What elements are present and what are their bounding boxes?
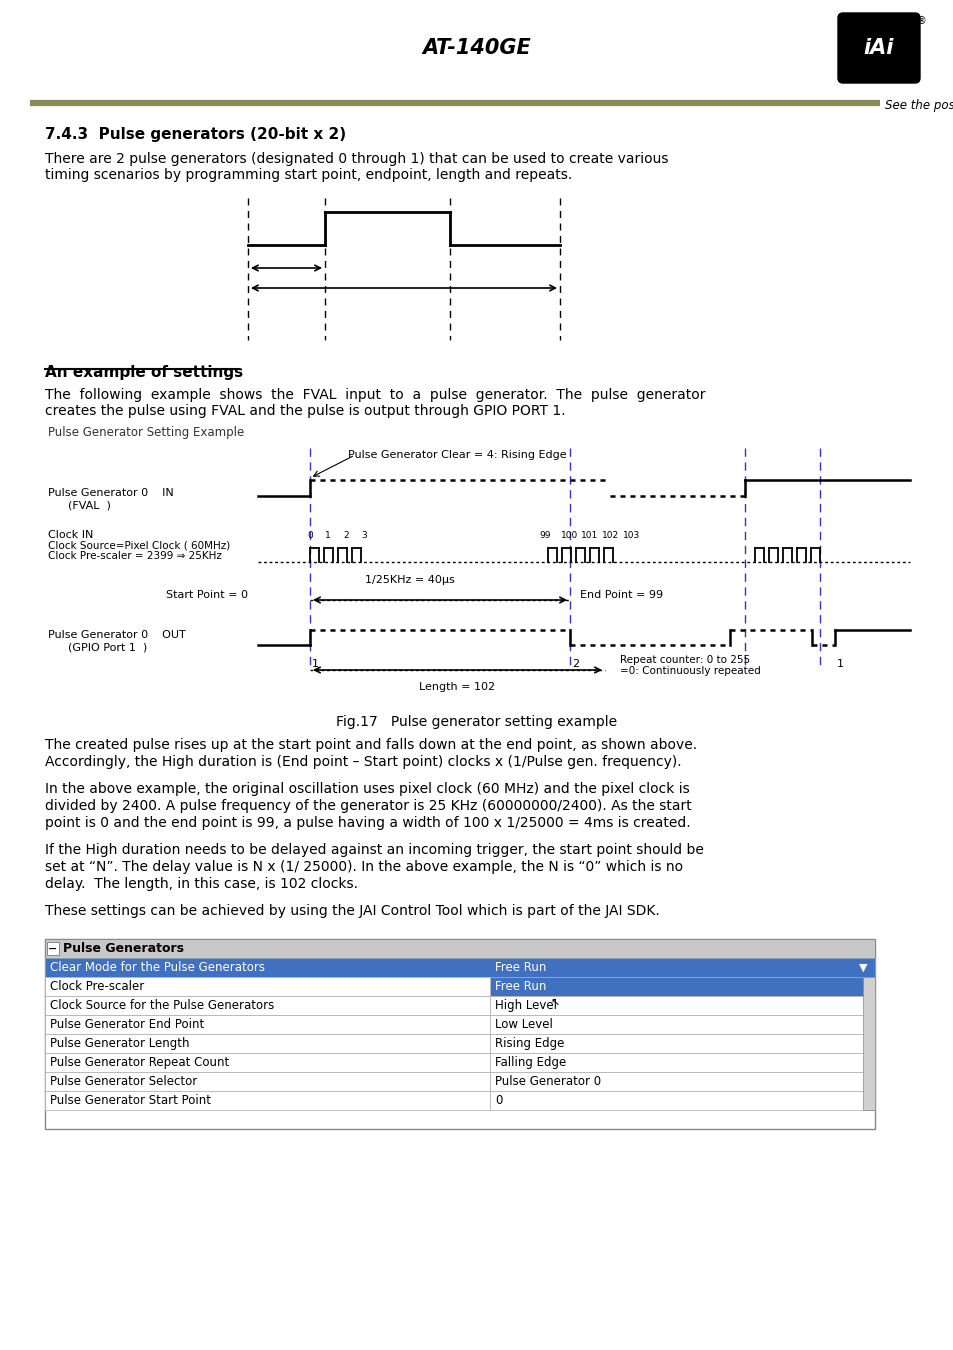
Bar — [490, 1053, 874, 1072]
Text: An example of settings: An example of settings — [45, 364, 243, 379]
Text: Pulse Generator Start Point: Pulse Generator Start Point — [50, 1094, 211, 1107]
Text: 7.4.3  Pulse generators (20-bit x 2): 7.4.3 Pulse generators (20-bit x 2) — [45, 127, 346, 142]
Text: Accordingly, the High duration is (End point – Start point) clocks x (1/Pulse ge: Accordingly, the High duration is (End p… — [45, 755, 680, 770]
Text: 3: 3 — [361, 531, 367, 540]
Text: 2: 2 — [343, 531, 349, 540]
Text: Clock IN: Clock IN — [48, 531, 93, 540]
Text: Pulse Generator 0: Pulse Generator 0 — [495, 1075, 600, 1088]
Text: There are 2 pulse generators (designated 0 through 1) that can be used to create: There are 2 pulse generators (designated… — [45, 153, 668, 166]
Text: 2: 2 — [572, 659, 578, 670]
Text: End Point = 99: End Point = 99 — [579, 590, 662, 599]
Text: =0: Continuously repeated: =0: Continuously repeated — [619, 666, 760, 676]
Text: set at “N”. The delay value is N x (1/ 25000). In the above example, the N is “0: set at “N”. The delay value is N x (1/ 2… — [45, 860, 682, 873]
Bar — [862, 977, 874, 1110]
Text: timing scenarios by programming start point, endpoint, length and repeats.: timing scenarios by programming start po… — [45, 167, 572, 182]
Text: Clock Pre-scaler: Clock Pre-scaler — [50, 980, 144, 994]
Text: delay.  The length, in this case, is 102 clocks.: delay. The length, in this case, is 102 … — [45, 878, 357, 891]
Bar — [45, 958, 874, 977]
Text: If the High duration needs to be delayed against an incoming trigger, the start : If the High duration needs to be delayed… — [45, 842, 703, 857]
Text: The  following  example  shows  the  FVAL  input  to  a  pulse  generator.  The : The following example shows the FVAL inp… — [45, 387, 705, 402]
Text: (GPIO Port 1  ): (GPIO Port 1 ) — [68, 643, 147, 652]
Bar — [490, 996, 874, 1015]
Text: 0: 0 — [307, 531, 313, 540]
Text: divided by 2400. A pulse frequency of the generator is 25 KHz (60000000/2400). A: divided by 2400. A pulse frequency of th… — [45, 799, 691, 813]
Text: Clock Source=Pixel Clock ( 60MHz): Clock Source=Pixel Clock ( 60MHz) — [48, 540, 230, 549]
Text: Low Level: Low Level — [495, 1018, 553, 1031]
Text: −: − — [49, 944, 57, 953]
Bar — [490, 977, 874, 996]
Text: Pulse Generator 0    OUT: Pulse Generator 0 OUT — [48, 630, 186, 640]
Bar — [47, 942, 59, 954]
Text: Pulse Generator Selector: Pulse Generator Selector — [50, 1075, 197, 1088]
Text: Repeat counter: 0 to 255: Repeat counter: 0 to 255 — [619, 655, 749, 666]
Text: 0: 0 — [495, 1094, 502, 1107]
Bar — [45, 1053, 490, 1072]
Text: 101: 101 — [580, 531, 598, 540]
Text: Pulse Generator Clear = 4: Rising Edge: Pulse Generator Clear = 4: Rising Edge — [348, 450, 566, 460]
Text: Pulse Generator Repeat Count: Pulse Generator Repeat Count — [50, 1056, 229, 1069]
Text: High Level: High Level — [495, 999, 557, 1012]
Text: point is 0 and the end point is 99, a pulse having a width of 100 x 1/25000 = 4m: point is 0 and the end point is 99, a pu… — [45, 815, 690, 830]
Bar — [490, 1015, 874, 1034]
Text: AT-140GE: AT-140GE — [422, 38, 531, 58]
Bar — [45, 996, 490, 1015]
Text: 1: 1 — [325, 531, 331, 540]
Bar — [45, 1015, 490, 1034]
Text: Clock Pre-scaler = 2399 ⇒ 25KHz: Clock Pre-scaler = 2399 ⇒ 25KHz — [48, 551, 222, 562]
Text: In the above example, the original oscillation uses pixel clock (60 MHz) and the: In the above example, the original oscil… — [45, 782, 689, 796]
Text: ↖: ↖ — [550, 999, 558, 1008]
Text: Start Point = 0: Start Point = 0 — [166, 590, 248, 599]
Text: 102: 102 — [601, 531, 618, 540]
Bar — [45, 940, 874, 958]
Text: 1/25KHz = 40μs: 1/25KHz = 40μs — [365, 575, 455, 585]
Text: 99: 99 — [538, 531, 550, 540]
Text: ®: ® — [916, 16, 925, 26]
Text: The created pulse rises up at the start point and falls down at the end point, a: The created pulse rises up at the start … — [45, 738, 697, 752]
Text: 103: 103 — [622, 531, 640, 540]
Text: creates the pulse using FVAL and the pulse is output through GPIO PORT 1.: creates the pulse using FVAL and the pul… — [45, 404, 565, 418]
Bar — [45, 1091, 490, 1110]
Text: See the possibilities: See the possibilities — [884, 99, 953, 112]
Text: Pulse Generators: Pulse Generators — [63, 942, 184, 954]
Text: 100: 100 — [560, 531, 578, 540]
Bar — [45, 1072, 490, 1091]
FancyBboxPatch shape — [837, 14, 919, 82]
Text: Clear Mode for the Pulse Generators: Clear Mode for the Pulse Generators — [50, 961, 265, 973]
Bar — [45, 1034, 490, 1053]
Text: Length = 102: Length = 102 — [418, 682, 495, 693]
Text: Pulse Generator 0    IN: Pulse Generator 0 IN — [48, 487, 173, 498]
Text: These settings can be achieved by using the JAI Control Tool which is part of th: These settings can be achieved by using … — [45, 904, 659, 918]
Text: Pulse Generator Length: Pulse Generator Length — [50, 1037, 190, 1050]
Text: Clock Source for the Pulse Generators: Clock Source for the Pulse Generators — [50, 999, 274, 1012]
Text: Free Run: Free Run — [495, 961, 546, 973]
Bar — [490, 1034, 874, 1053]
Text: Free Run: Free Run — [495, 980, 546, 994]
Text: Pulse Generator Setting Example: Pulse Generator Setting Example — [48, 427, 244, 439]
Text: (FVAL  ): (FVAL ) — [68, 500, 111, 510]
Bar — [490, 1072, 874, 1091]
Bar — [45, 977, 490, 996]
Text: iAi: iAi — [862, 38, 893, 58]
Text: 1: 1 — [836, 659, 843, 670]
Text: ▼: ▼ — [858, 963, 866, 972]
Bar — [45, 940, 874, 1129]
Text: 1: 1 — [312, 659, 318, 670]
Text: Rising Edge: Rising Edge — [495, 1037, 564, 1050]
Bar — [490, 1091, 874, 1110]
Text: Fig.17   Pulse generator setting example: Fig.17 Pulse generator setting example — [336, 716, 617, 729]
Text: Pulse Generator End Point: Pulse Generator End Point — [50, 1018, 204, 1031]
Text: Falling Edge: Falling Edge — [495, 1056, 566, 1069]
